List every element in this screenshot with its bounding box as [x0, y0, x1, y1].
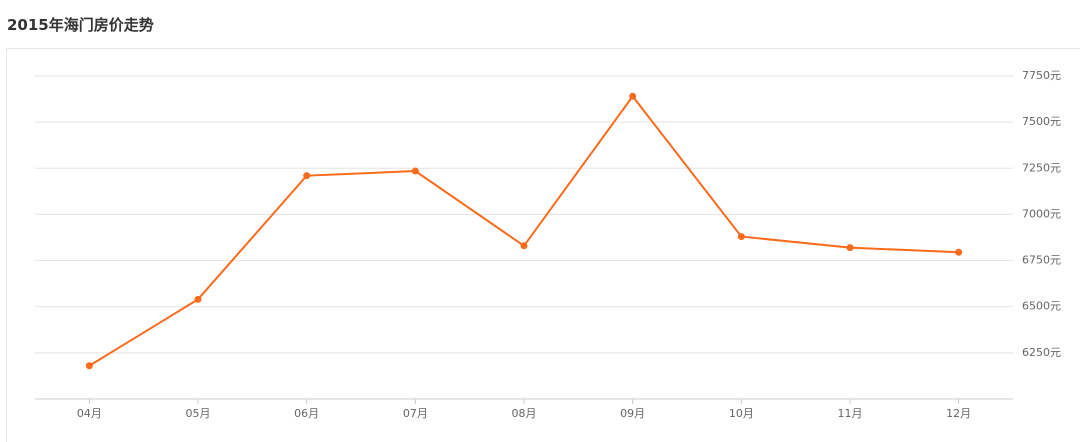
y-tick-label: 7500元 [1022, 115, 1061, 128]
line [88, 94, 959, 367]
x-tick-label: 07月 [403, 407, 428, 420]
point [737, 233, 745, 241]
x-tick-label: 06月 [294, 407, 319, 420]
chart-panel [6, 48, 1080, 442]
point [85, 362, 93, 370]
point [303, 172, 311, 180]
chart-title: 2015年海门房价走势 [7, 16, 154, 34]
point [520, 242, 528, 250]
x-tick-label: 12月 [946, 407, 971, 420]
x-tick-label: 10月 [729, 407, 754, 420]
x-tick-label: 09月 [620, 407, 645, 420]
y-tick-label: 6500元 [1022, 300, 1061, 313]
point [411, 167, 419, 175]
point [194, 295, 202, 303]
x-tick-label: 11月 [838, 407, 863, 420]
y-tick-label: 6750元 [1022, 254, 1061, 267]
x-tick-label: 08月 [512, 407, 537, 420]
point [955, 248, 963, 256]
point [846, 244, 854, 252]
y-tick-label: 6250元 [1022, 346, 1061, 359]
x-tick-label: 05月 [186, 407, 211, 420]
y-tick-label: 7250元 [1022, 161, 1061, 174]
x-tick-label: 04月 [77, 407, 102, 420]
y-tick-label: 7750元 [1022, 69, 1061, 82]
point [629, 92, 637, 100]
y-tick-label: 7000元 [1022, 207, 1061, 220]
